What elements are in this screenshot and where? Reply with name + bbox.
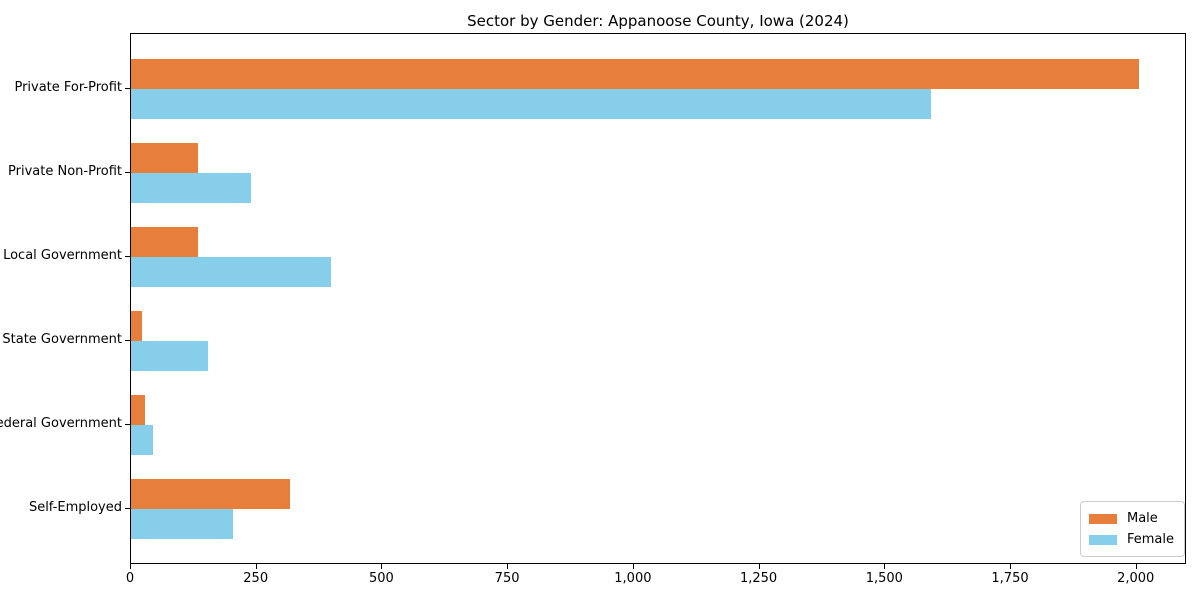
y-tick-label-private-for-profit: Private For-Profit (14, 80, 122, 95)
y-tick-mark-self-employed (125, 508, 130, 509)
x-tick-label-500: 500 (368, 571, 394, 586)
y-tick-label-private-non-profit: Private Non-Profit (8, 164, 122, 179)
y-tick-mark-federal-government (125, 424, 130, 425)
bar-female-local-government (131, 257, 332, 287)
legend-swatch-male (1088, 513, 1117, 524)
x-tick-label-250: 250 (243, 571, 269, 586)
bar-female-private-for-profit (131, 89, 931, 119)
bar-female-state-government (131, 341, 209, 371)
x-tick-label-2000: 2,000 (1117, 571, 1155, 586)
bar-female-self-employed (131, 509, 233, 539)
bar-male-local-government (131, 227, 198, 257)
legend-label-male: Male (1126, 510, 1158, 526)
legend-swatch-female (1088, 534, 1117, 545)
x-tick-mark-1000 (632, 564, 634, 569)
y-tick-label-federal-government: Federal Government (0, 416, 122, 431)
legend-item-female: Female (1088, 529, 1174, 550)
x-tick-label-0: 0 (125, 571, 135, 586)
x-tick-mark-0 (130, 564, 131, 569)
legend: Male Female (1079, 501, 1185, 557)
bar-male-state-government (131, 311, 142, 341)
bar-male-private-non-profit (131, 143, 198, 173)
x-tick-mark-2000 (1135, 564, 1137, 569)
y-tick-label-self-employed: Self-Employed (28, 500, 122, 515)
y-tick-label-state-government: State Government (2, 332, 122, 347)
y-tick-mark-state-government (125, 340, 130, 341)
bar-male-federal-government (131, 395, 146, 425)
y-tick-mark-private-for-profit (125, 88, 130, 89)
x-tick-mark-500 (381, 564, 383, 569)
bar-male-self-employed (131, 479, 291, 509)
x-tick-mark-750 (507, 564, 509, 569)
bar-female-federal-government (131, 425, 154, 455)
bar-male-private-for-profit (131, 59, 1140, 89)
y-tick-mark-private-non-profit (125, 172, 130, 173)
legend-item-male: Male (1088, 508, 1174, 529)
x-tick-label-750: 750 (494, 571, 520, 586)
x-tick-label-1750: 1,750 (991, 571, 1029, 586)
x-tick-mark-1250 (758, 564, 760, 569)
bar-female-private-non-profit (131, 173, 252, 203)
y-tick-mark-local-government (125, 256, 130, 257)
x-tick-mark-1750 (1010, 564, 1011, 569)
x-tick-label-1500: 1,500 (865, 571, 903, 586)
x-tick-mark-250 (255, 564, 257, 569)
x-tick-label-1000: 1,000 (614, 571, 652, 586)
x-tick-label-1250: 1,250 (739, 571, 778, 586)
y-tick-label-local-government: Local Government (3, 248, 122, 263)
chart-title: Sector by Gender: Appanoose County, Iowa… (467, 12, 849, 30)
x-tick-mark-1500 (884, 564, 886, 569)
plot-area (130, 33, 1186, 564)
legend-label-female: Female (1126, 531, 1174, 547)
